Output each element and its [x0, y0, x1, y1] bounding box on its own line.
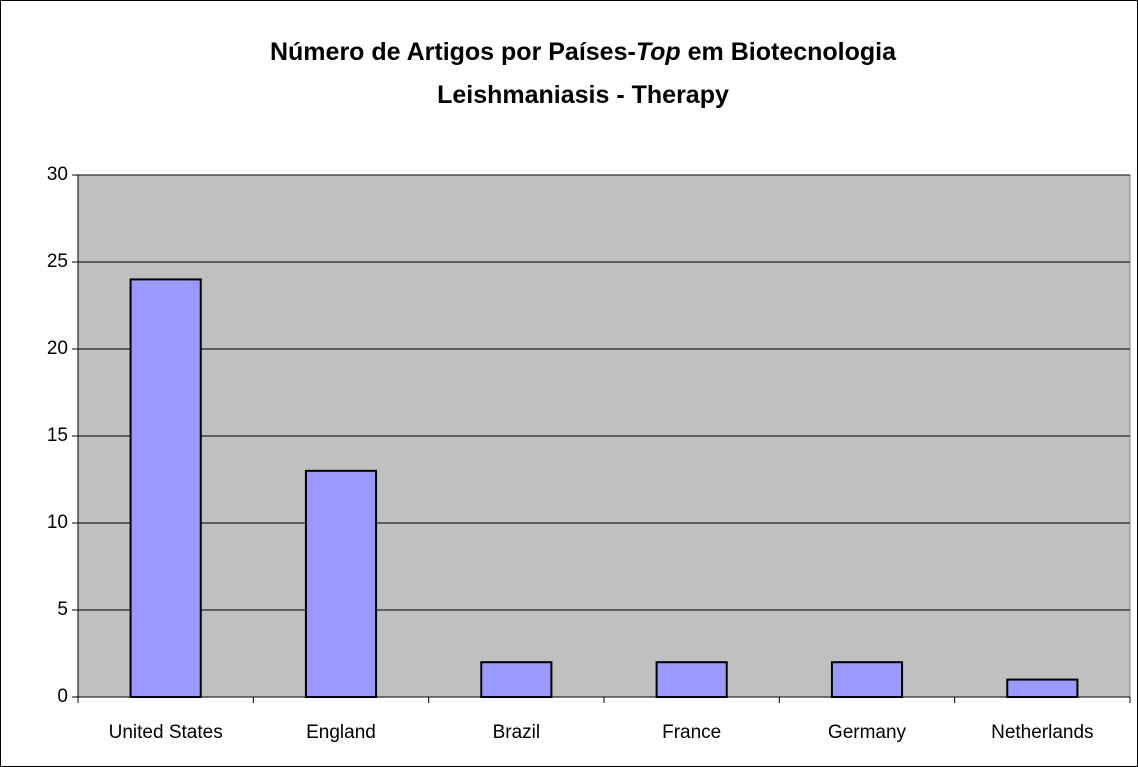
x-tick-label: United States — [109, 722, 223, 743]
y-tick-label: 10 — [47, 512, 68, 533]
x-tick-label: Germany — [828, 722, 907, 743]
x-tick-label: Netherlands — [991, 722, 1093, 743]
bar — [655, 661, 728, 699]
bar — [1006, 678, 1079, 698]
title-segment: Número de Artigos por Países- — [270, 38, 636, 66]
x-tick-label: Brazil — [493, 722, 541, 743]
y-tick-label: 30 — [47, 164, 68, 185]
y-tick-label: 0 — [57, 686, 68, 707]
x-tick-label: France — [662, 722, 721, 743]
chart-title-line: Número de Artigos por Países-Top em Biot… — [270, 38, 897, 66]
y-tick-label: 15 — [47, 425, 68, 446]
bar — [480, 661, 553, 699]
y-tick-label: 20 — [47, 338, 68, 359]
y-tick-label: 25 — [47, 251, 68, 272]
bar — [830, 661, 904, 699]
bar — [129, 278, 202, 698]
chart-title-line: Leishmaniasis - Therapy — [437, 81, 729, 109]
x-tick-label: England — [306, 722, 376, 743]
bar — [304, 469, 378, 698]
y-tick-label: 5 — [57, 599, 68, 620]
title-segment: Top — [636, 38, 681, 66]
title-segment: em Biotecnologia — [681, 38, 897, 66]
title-segment: Leishmaniasis - Therapy — [437, 81, 729, 109]
